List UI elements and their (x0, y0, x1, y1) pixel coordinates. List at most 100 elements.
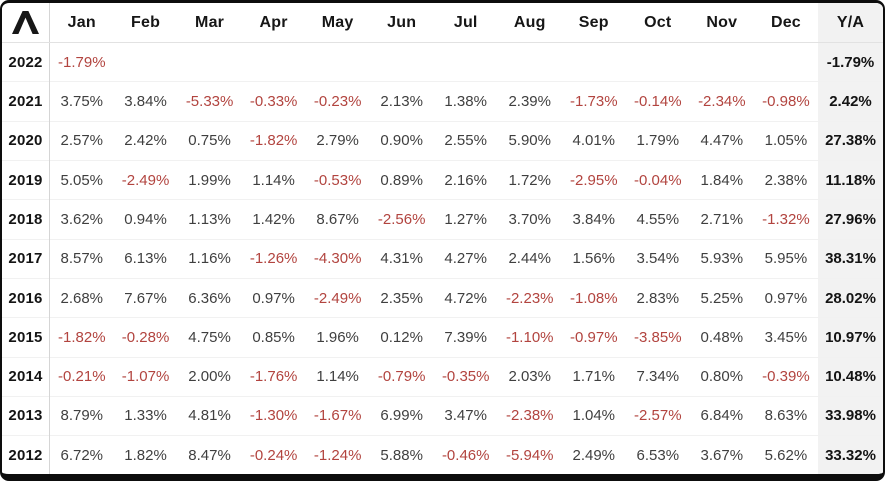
return-cell: -2.95% (561, 159, 626, 200)
return-cell: -0.46% (433, 435, 498, 474)
return-cell: 0.89% (369, 159, 434, 200)
return-cell: 2.13% (369, 81, 434, 122)
column-header-may: May (305, 3, 370, 43)
column-header-nov: Nov (689, 3, 754, 43)
return-cell: 0.75% (177, 120, 242, 161)
return-cell: 1.27% (433, 199, 498, 240)
return-cell: -0.97% (561, 317, 626, 357)
return-cell: 1.14% (241, 159, 306, 200)
return-cell (434, 43, 498, 82)
yearly-return-cell: 27.96% (818, 199, 883, 240)
column-header-apr: Apr (241, 3, 306, 43)
year-label: 2017 (2, 238, 50, 279)
return-cell: 1.13% (177, 199, 242, 240)
return-cell: -2.23% (497, 277, 562, 318)
logo-cell (2, 3, 50, 43)
return-cell: -5.94% (497, 435, 562, 474)
return-cell: -1.07% (113, 356, 178, 397)
return-cell: -0.24% (241, 435, 306, 474)
return-cell: 6.36% (177, 277, 242, 318)
year-label: 2015 (2, 317, 50, 357)
year-row-2016: 2016 2.68% 7.67% 6.36% 0.97% -2.49% 2.35% 4.72%… (2, 277, 883, 318)
yearly-return-cell: 10.48% (818, 356, 883, 397)
year-label: 2018 (2, 199, 50, 240)
return-cell: -0.14% (625, 81, 690, 122)
return-cell: 5.25% (689, 277, 754, 318)
return-cell: 0.48% (689, 317, 754, 357)
year-row-2012: 2012 6.72% 1.82% 8.47% -0.24% -1.24% 5.88% -0.4… (2, 435, 883, 474)
column-header-dec: Dec (753, 3, 818, 43)
return-cell: 6.72% (49, 435, 114, 474)
return-cell (498, 43, 562, 82)
return-cell: 1.71% (561, 356, 626, 397)
year-label: 2020 (2, 120, 50, 161)
return-cell: 5.05% (49, 159, 114, 200)
brand-caret-logo-icon[interactable] (2, 11, 49, 34)
return-cell: 2.49% (561, 435, 626, 474)
header-row: Jan Feb Mar Apr May Jun Jul Aug Sep Oct Nov Dec Y/A (2, 3, 883, 43)
return-cell: -1.26% (241, 238, 306, 279)
return-cell: 3.62% (49, 199, 114, 240)
return-cell: -0.79% (369, 356, 434, 397)
return-cell: -2.49% (305, 277, 370, 318)
return-cell: 7.39% (433, 317, 498, 357)
yearly-return-cell: 11.18% (818, 159, 883, 200)
year-label: 2013 (2, 395, 50, 436)
return-cell: 6.53% (625, 435, 690, 474)
return-cell: -0.35% (433, 356, 498, 397)
return-cell: 2.57% (49, 120, 114, 161)
return-cell (306, 43, 370, 82)
return-cell: -1.82% (241, 120, 306, 161)
yearly-return-cell: 33.98% (818, 395, 883, 436)
return-cell: 3.67% (689, 435, 754, 474)
return-cell: 8.63% (753, 395, 818, 436)
column-header-jul: Jul (433, 3, 498, 43)
return-cell: -5.33% (177, 81, 242, 122)
return-cell: 3.47% (433, 395, 498, 436)
return-cell: -2.34% (689, 81, 754, 122)
year-row-2022: 2022 -1.79% -1.79% (2, 42, 883, 82)
year-row-2015: 2015 -1.82% -0.28% 4.75% 0.85% 1.96% 0.12% 7.39… (2, 317, 883, 357)
year-label: 2012 (2, 435, 50, 474)
return-cell: 1.99% (177, 159, 242, 200)
return-cell: -1.73% (561, 81, 626, 122)
return-cell (370, 43, 434, 82)
return-cell: 5.62% (753, 435, 818, 474)
return-cell: -1.08% (561, 277, 626, 318)
return-cell: -2.38% (497, 395, 562, 436)
return-cell: 2.35% (369, 277, 434, 318)
return-cell: -1.10% (497, 317, 562, 357)
return-cell: 0.80% (689, 356, 754, 397)
year-label: 2014 (2, 356, 50, 397)
return-cell: -1.76% (241, 356, 306, 397)
return-cell: -4.30% (305, 238, 370, 279)
return-cell: -0.23% (305, 81, 370, 122)
column-header-feb: Feb (113, 3, 178, 43)
return-cell: 1.33% (113, 395, 178, 436)
return-cell: 4.01% (561, 120, 626, 161)
return-cell: 8.57% (49, 238, 114, 279)
return-cell: 4.31% (369, 238, 434, 279)
return-cell: 2.39% (497, 81, 562, 122)
return-cell (626, 43, 690, 82)
return-cell: 4.27% (433, 238, 498, 279)
return-cell: 8.67% (305, 199, 370, 240)
column-header-jan: Jan (49, 3, 114, 43)
return-cell: 1.96% (305, 317, 370, 357)
return-cell: 6.99% (369, 395, 434, 436)
year-row-2017: 2017 8.57% 6.13% 1.16% -1.26% -4.30% 4.31% 4.27… (2, 238, 883, 279)
yearly-return-cell: -1.79% (818, 42, 883, 82)
year-row-2021: 2021 3.75% 3.84% -5.33% -0.33% -0.23% 2.13% 1.3… (2, 81, 883, 122)
return-cell: 4.72% (433, 277, 498, 318)
return-cell: 0.85% (241, 317, 306, 357)
column-header-aug: Aug (497, 3, 562, 43)
year-label: 2022 (2, 42, 50, 82)
return-cell (690, 43, 754, 82)
return-cell: 2.16% (433, 159, 498, 200)
year-label: 2016 (2, 277, 50, 318)
return-cell: -0.53% (305, 159, 370, 200)
return-cell: 7.34% (625, 356, 690, 397)
return-cell: -1.30% (241, 395, 306, 436)
return-cell: 1.42% (241, 199, 306, 240)
return-cell (242, 43, 306, 82)
